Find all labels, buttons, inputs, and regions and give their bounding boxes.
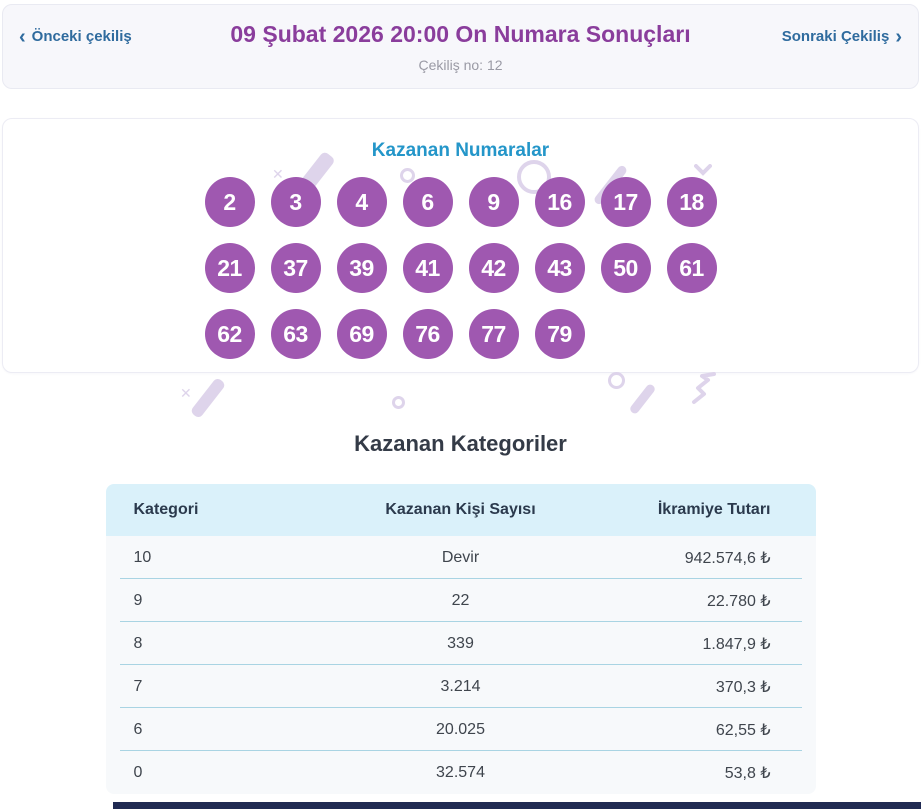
winning-number-ball: 2 [204,177,255,227]
table-row: 8 339 1.847,9 ₺ [106,622,816,665]
cell-kategori: 6 [133,720,143,738]
winning-numbers-heading: Kazanan Numaralar [371,140,550,161]
draw-number: Çekiliş no: 12 [418,57,503,73]
previous-draw-label: Önceki çekiliş [31,28,132,45]
winning-number-ball: 4 [336,177,387,227]
cell-kisi-sayisi: 32.574 [436,763,485,781]
winning-number-ball: 18 [666,177,717,227]
table-row: 9 22 22.780 ₺ [106,579,816,622]
winning-number-ball: 63 [270,309,321,359]
previous-draw-link[interactable]: ‹ Önceki çekiliş [19,25,132,48]
column-header: İkramiye Tutarı [657,501,771,518]
winning-number-ball: 61 [666,243,717,293]
confetti-slash-icon [628,382,657,416]
winning-number-ball: 43 [534,243,585,293]
confetti-circle-icon [517,160,551,194]
table-body: 10 Devir 942.574,6 ₺ 9 22 22.780 ₺ 8 339 1.847,9… [105,536,816,794]
winning-number-ball: 69 [336,309,387,359]
table-row: 6 20.025 62,55 ₺ [106,708,816,751]
confetti-x-icon: ✕ [272,166,284,182]
winning-number-ball: 16 [534,177,585,227]
winning-number-ball: 41 [402,243,453,293]
table-row: 10 Devir 942.574,6 ₺ [106,536,816,579]
confetti-chevron-icon [694,164,712,176]
cell-ikramiye: 62,55 ₺ [715,721,771,739]
next-draw-link[interactable]: Sonraki Çekiliş › [781,25,902,48]
table-header-row: Kategori Kazanan Kişi Sayısı İkramiye Tuta… [105,484,816,536]
winning-number-ball: 39 [336,243,387,293]
categories-heading: Kazanan Kategoriler [354,431,567,456]
winning-number-ball: 42 [468,243,519,293]
winning-number-ball: 50 [600,243,651,293]
column-header: Kazanan Kişi Sayısı [385,501,536,518]
winning-number-ball: 17 [600,177,651,227]
winning-number-ball: 6 [402,177,453,227]
confetti-slash-icon [189,376,227,420]
cell-ikramiye: 22.780 ₺ [706,592,771,610]
winning-number-ball: 79 [534,309,585,359]
winning-number-ball: 37 [270,243,321,293]
winning-numbers-grid: 2 3 4 6 9 16 17 18 21 37 39 41 42 43 50 61 62 63 69 76 77 79 [204,177,717,359]
winning-number-ball: 62 [204,309,255,359]
cell-kisi-sayisi: Devir [441,548,480,566]
table-row: 0 32.574 53,8 ₺ [106,751,816,794]
cell-kategori: 10 [133,548,152,566]
winning-number-ball: 77 [468,309,519,359]
winning-number-ball: 9 [468,177,519,227]
confetti-zigzag-icon [690,372,720,406]
confetti-circle-icon [400,168,415,183]
chevron-right-icon: › [895,25,902,48]
table-row: 7 3.214 370,3 ₺ [106,665,816,708]
cell-kisi-sayisi: 3.214 [440,677,481,695]
categories-table: Kategori Kazanan Kişi Sayısı İkramiye Tuta… [105,484,816,794]
winning-numbers-card: Kazanan Numaralar 2 3 4 6 9 16 17 18 21 37 39 41 42 4… [2,118,919,373]
column-header: Kategori [133,501,199,518]
ball-row: 21 37 39 41 42 43 50 61 [204,243,717,293]
confetti-circle-icon [392,396,405,409]
ball-row: 2 3 4 6 9 16 17 18 [204,177,717,227]
cell-kisi-sayisi: 339 [447,634,474,652]
confetti-circle-icon [608,372,625,389]
page-title: 09 Şubat 2026 20:00 On Numara Sonuçları [230,21,691,47]
cell-kategori: 8 [133,634,143,652]
draw-header-card: ‹ Önceki çekiliş 09 Şubat 2026 20:00 On … [2,4,919,89]
cell-ikramiye: 370,3 ₺ [715,678,771,696]
cell-kategori: 0 [133,763,143,781]
cell-kategori: 9 [133,591,143,609]
next-draw-label: Sonraki Çekiliş [781,28,890,45]
footer-bar [113,802,921,809]
chevron-left-icon: ‹ [19,25,26,48]
cell-kisi-sayisi: 20.025 [436,720,485,738]
cell-kategori: 7 [133,677,143,695]
confetti-x-icon: ✕ [180,385,192,401]
ball-row: 62 63 69 76 77 79 [204,309,717,359]
cell-ikramiye: 1.847,9 ₺ [702,635,771,653]
winning-number-ball: 76 [402,309,453,359]
winning-number-ball: 3 [270,177,321,227]
winning-number-ball: 21 [204,243,255,293]
cell-ikramiye: 53,8 ₺ [724,764,771,782]
cell-kisi-sayisi: 22 [451,591,470,609]
cell-ikramiye: 942.574,6 ₺ [684,549,771,567]
